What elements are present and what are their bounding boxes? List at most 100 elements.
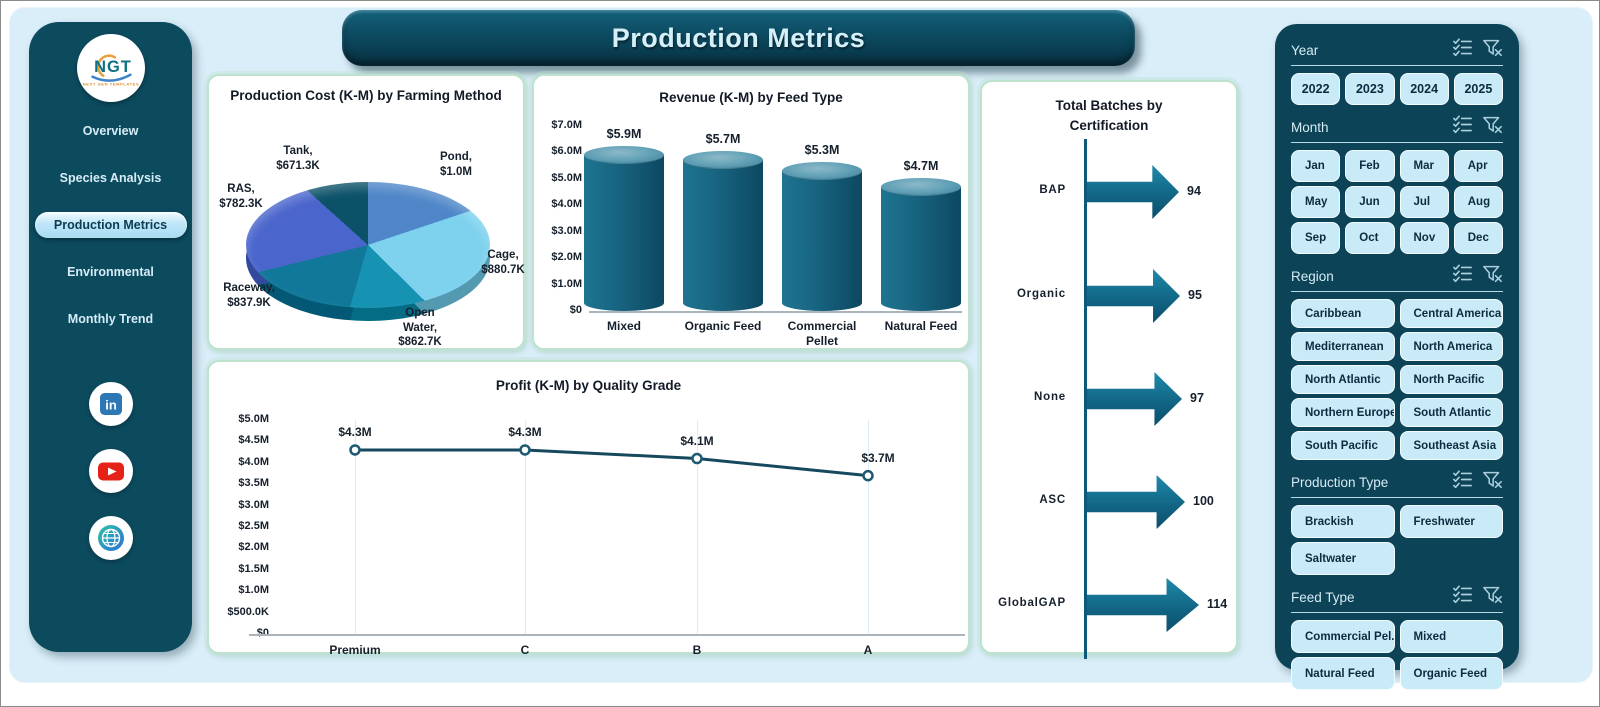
bar-commercial-pellet[interactable] — [782, 161, 862, 311]
sidebar: NGT NEXT GEN TEMPLATES Overview Species A… — [29, 22, 192, 652]
line-chart-area: $5.0M $4.5M $4.0M $3.5M $3.0M $2.5M $2.0M $1.5M… — [209, 362, 968, 657]
pie-chart-title: Production Cost (K-M) by Farming Method — [230, 88, 502, 103]
slicer-option-month-jun[interactable]: Jun — [1345, 186, 1395, 218]
slicer-option-production-type-saltwater[interactable]: Saltwater — [1291, 542, 1395, 575]
profit-line[interactable] — [353, 448, 870, 478]
slicer-option-region-central-america[interactable]: Central America — [1399, 299, 1503, 328]
line-y-tick: $5.0M — [238, 413, 269, 425]
slicer-option-production-type-brackish[interactable]: Brackish — [1291, 505, 1395, 538]
slicer-option-region-south-atlantic[interactable]: South Atlantic — [1399, 398, 1503, 427]
slicer-option-month-sep[interactable]: Sep — [1291, 222, 1341, 254]
line-y-tick: $4.5M — [238, 434, 269, 447]
slicer-option-month-dec[interactable]: Dec — [1453, 222, 1503, 254]
cert-category-none: None — [1034, 391, 1066, 403]
bar-mixed[interactable] — [584, 146, 664, 311]
slicer-option-month-nov[interactable]: Nov — [1399, 222, 1449, 254]
slicer-option-region-north-pacific[interactable]: North Pacific — [1399, 365, 1503, 394]
clear-filter-icon[interactable] — [1482, 264, 1503, 288]
sidebar-item-production-metrics[interactable]: Production Metrics — [34, 212, 187, 238]
slicer-option-region-north-atlantic[interactable]: North Atlantic — [1291, 365, 1395, 394]
sidebar-item-species-analysis[interactable]: Species Analysis — [59, 171, 162, 185]
slicer-option-year-2023[interactable]: 2023 — [1345, 73, 1395, 105]
pie-chart-card: Production Cost (K-M) by Farming Method … — [207, 74, 525, 350]
slicer-option-month-feb[interactable]: Feb — [1345, 150, 1395, 182]
sidebar-item-monthly-trend[interactable]: Monthly Trend — [67, 312, 154, 326]
slicer-option-region-caribbean[interactable]: Caribbean — [1291, 299, 1395, 328]
pie-slice-label-cage: Cage, $880.7K — [481, 249, 525, 276]
select-all-icon[interactable] — [1452, 115, 1473, 139]
slicer-option-region-southeast-asia[interactable]: Southeast Asia — [1399, 431, 1503, 460]
slicer-option-region-south-pacific[interactable]: South Pacific — [1291, 431, 1395, 460]
pie-slice-label-ras: RAS, $782.3K — [219, 183, 263, 210]
line-value-label: $4.3M — [508, 424, 542, 439]
bar-x-axis — [589, 311, 962, 313]
select-all-icon[interactable] — [1452, 38, 1473, 62]
sidebar-item-environmental[interactable]: Environmental — [67, 265, 154, 279]
line-value-label: $3.7M — [861, 450, 895, 465]
slicer-option-region-northern-europe[interactable]: Northern Europe — [1291, 398, 1395, 427]
cylinder-top — [782, 161, 862, 180]
slicer-option-month-aug[interactable]: Aug — [1453, 186, 1503, 218]
bar-value-label: $5.7M — [705, 132, 741, 147]
slicer-option-year-2022[interactable]: 2022 — [1291, 73, 1341, 105]
cert-arrow-globalgap[interactable] — [1087, 578, 1199, 632]
certification-chart-card: Total Batches by Certification BAP 94 Orga… — [980, 80, 1238, 659]
bar-y-tick: $6.0M — [551, 145, 582, 158]
sidebar-item-overview[interactable]: Overview — [82, 124, 139, 138]
bar-natural-feed[interactable] — [881, 177, 961, 311]
select-all-icon[interactable] — [1452, 585, 1473, 609]
slicer-option-feed-type-commercial-pel[interactable]: Commercial Pel... — [1291, 620, 1395, 653]
line-point-premium[interactable] — [349, 444, 361, 456]
line-y-tick: $2.0M — [238, 541, 269, 554]
line-point-c[interactable] — [519, 444, 531, 456]
cert-arrow-bap[interactable] — [1087, 165, 1179, 219]
slicer-option-production-type-freshwater[interactable]: Freshwater — [1399, 505, 1503, 538]
cert-arrow-organic[interactable] — [1087, 269, 1180, 323]
linkedin-icon[interactable]: in — [88, 382, 133, 431]
select-all-icon[interactable] — [1452, 264, 1473, 288]
cylinder-body — [782, 170, 862, 311]
slicer-option-feed-type-mixed[interactable]: Mixed — [1399, 620, 1503, 653]
clear-filter-icon[interactable] — [1482, 38, 1503, 62]
bar-chart-title: Revenue (K-M) by Feed Type — [659, 90, 843, 105]
slicer-options-production-type: Brackish Freshwater Saltwater — [1291, 505, 1503, 575]
slicer-option-month-oct[interactable]: Oct — [1345, 222, 1395, 254]
slicer-option-region-north-america[interactable]: North America — [1399, 332, 1503, 361]
line-point-a[interactable] — [862, 469, 874, 482]
slicer-option-feed-type-organic-feed[interactable]: Organic Feed — [1399, 657, 1503, 690]
cylinder-top — [683, 151, 763, 170]
bar-category-label: Natural Feed — [884, 319, 958, 333]
cert-arrow-none[interactable] — [1087, 372, 1182, 426]
pie-3d[interactable] — [246, 182, 490, 308]
line-point-b[interactable] — [691, 452, 703, 465]
slicer-option-feed-type-natural-feed[interactable]: Natural Feed — [1291, 657, 1395, 690]
select-all-icon[interactable] — [1452, 470, 1473, 494]
slicer-header-icons — [1452, 585, 1503, 609]
slicer-options-year: 2022 2023 2024 2025 — [1291, 73, 1503, 105]
slicer-option-month-jul[interactable]: Jul — [1399, 186, 1449, 218]
slicer-option-year-2025[interactable]: 2025 — [1453, 73, 1503, 105]
cert-arrow-asc[interactable] — [1087, 475, 1185, 529]
cert-category-globalgap: GlobalGAP — [998, 597, 1066, 609]
slicer-option-month-may[interactable]: May — [1291, 186, 1341, 218]
ngt-logo: NGT NEXT GEN TEMPLATES — [76, 34, 145, 102]
certification-axis — [1084, 139, 1087, 659]
bar-chart-area: $7.0M $6.0M $5.0M $4.0M $3.0M $2.0M $1.0M $0 $5.… — [534, 76, 968, 348]
slicer-option-month-mar[interactable]: Mar — [1399, 150, 1449, 182]
slicer-header-icons — [1452, 264, 1503, 288]
clear-filter-icon[interactable] — [1482, 470, 1503, 494]
slicer-options-month: Jan Feb Mar Apr May Jun Jul Aug Sep Oct Nov Dec — [1291, 150, 1503, 254]
slicer-option-month-apr[interactable]: Apr — [1453, 150, 1503, 182]
clear-filter-icon[interactable] — [1482, 585, 1503, 609]
youtube-icon[interactable] — [88, 449, 133, 498]
gridline — [697, 420, 698, 634]
slicer-option-year-2024[interactable]: 2024 — [1399, 73, 1449, 105]
cylinder-body — [584, 155, 664, 311]
bar-value-label: $4.7M — [903, 158, 939, 173]
slicer-option-month-jan[interactable]: Jan — [1291, 150, 1341, 182]
website-icon[interactable] — [88, 516, 133, 565]
line-y-tick: $2.5M — [238, 520, 269, 532]
bar-organic-feed[interactable] — [683, 151, 763, 311]
clear-filter-icon[interactable] — [1482, 115, 1503, 139]
slicer-option-region-mediterranean[interactable]: Mediterranean — [1291, 332, 1395, 361]
